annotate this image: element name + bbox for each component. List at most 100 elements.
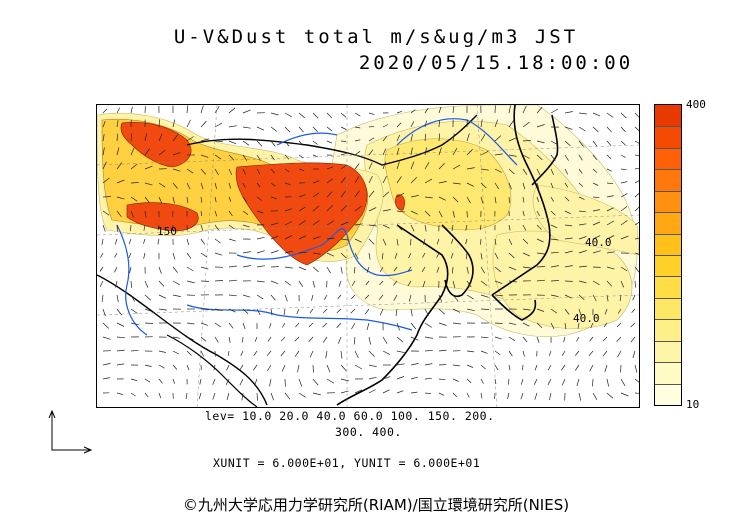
wind-arrow	[354, 151, 361, 156]
wind-arrow	[536, 196, 539, 203]
wind-arrow	[393, 294, 398, 301]
wind-arrow	[130, 133, 133, 142]
wind-arrow	[365, 280, 370, 286]
wind-arrow	[480, 252, 483, 260]
wind-arrow	[561, 350, 566, 356]
wind-arrow	[256, 196, 263, 201]
wind-arrow	[242, 265, 251, 268]
wind-arrow	[270, 182, 276, 187]
wind-arrow	[536, 154, 543, 161]
wind-arrow	[452, 392, 458, 397]
border-south	[166, 334, 258, 407]
wind-arrow	[102, 322, 110, 329]
wind-arrow	[351, 294, 356, 299]
wind-arrow	[550, 168, 554, 175]
contour-label-40b: 40.0	[573, 312, 600, 325]
wind-arrow	[312, 126, 318, 132]
wind-arrow	[382, 209, 391, 212]
wind-arrow	[393, 266, 398, 272]
wind-arrow	[326, 364, 331, 373]
wind-arrow	[395, 308, 398, 317]
wind-arrow	[550, 251, 559, 254]
wind-arrow	[508, 182, 512, 190]
wind-arrow	[620, 280, 625, 288]
wind-arrow	[270, 112, 279, 116]
wind-arrow	[200, 168, 207, 175]
wind-arrow	[102, 161, 107, 170]
wind-arrow	[438, 364, 447, 366]
wind-arrow	[254, 378, 258, 386]
wind-arrow	[494, 336, 502, 340]
wind-arrow	[144, 322, 154, 324]
wind-arrow	[322, 336, 328, 343]
wind-arrow	[242, 182, 246, 188]
wind-arrow	[466, 196, 471, 204]
wind-arrow	[200, 196, 203, 203]
wind-arrow	[522, 308, 531, 311]
wind-arrow	[128, 238, 132, 245]
wind-arrow	[198, 392, 202, 400]
wind-arrow	[214, 308, 223, 312]
wind-arrow	[407, 280, 412, 287]
wind-arrow	[424, 162, 430, 170]
wind-arrow	[452, 266, 454, 274]
wind-arrow	[172, 196, 175, 204]
wind-arrow	[382, 238, 387, 246]
wind-arrow	[312, 154, 318, 158]
wind-arrow	[466, 133, 470, 142]
wind-arrow	[340, 378, 349, 382]
wind-arrow	[368, 112, 375, 115]
wind-arrow	[368, 125, 375, 128]
wind-arrow	[284, 235, 293, 240]
wind-arrow	[620, 392, 629, 397]
wind-arrow	[102, 177, 110, 184]
wind-arrow	[228, 265, 237, 268]
wind-arrow	[438, 147, 442, 156]
contour-label-150: 150	[157, 225, 177, 238]
wind-arrow	[620, 378, 626, 386]
wind-arrow	[548, 350, 552, 356]
wind-arrow	[284, 126, 291, 133]
wind-arrow	[130, 210, 134, 218]
wind-arrow	[158, 266, 162, 274]
wind-arrow	[480, 182, 487, 189]
wind-arrow	[214, 106, 220, 114]
contour-levels-line2: 300. 400.	[335, 425, 402, 439]
wind-arrow	[326, 252, 335, 257]
color-scale-step	[655, 233, 681, 255]
wind-arrow	[242, 322, 246, 330]
wind-arrow	[283, 308, 286, 315]
wind-arrow	[424, 210, 431, 217]
wind-arrow	[564, 224, 573, 227]
wind-arrow	[298, 378, 303, 387]
wind-arrow	[550, 196, 555, 202]
wind-arrow	[381, 252, 384, 260]
wind-arrow	[561, 378, 566, 386]
wind-arrow	[337, 336, 342, 344]
wind-arrow	[634, 154, 639, 157]
wind-arrow	[228, 224, 235, 230]
wind-arrow	[172, 252, 176, 260]
coastline-korea	[441, 224, 474, 298]
wind-arrow	[536, 168, 541, 176]
wind-arrow	[354, 389, 363, 394]
wind-arrow	[466, 364, 474, 368]
wind-arrow	[172, 336, 181, 339]
color-scale-step	[655, 276, 681, 298]
wind-arrow	[256, 168, 261, 175]
wind-arrow	[606, 220, 614, 226]
wind-arrow	[297, 364, 300, 373]
wind-arrow	[144, 392, 149, 398]
wind-arrow	[368, 350, 375, 357]
wind-arrow	[550, 140, 558, 146]
wind-arrow	[508, 168, 515, 175]
wind-arrow	[480, 378, 484, 384]
wind-arrow	[522, 252, 530, 257]
wind-arrow	[606, 251, 615, 254]
wind-arrow	[452, 308, 461, 313]
wind-arrow	[102, 108, 108, 114]
wind-arrow	[312, 236, 321, 240]
wind-arrow	[294, 350, 300, 357]
wind-arrow	[634, 180, 639, 184]
wind-arrow	[466, 280, 472, 288]
